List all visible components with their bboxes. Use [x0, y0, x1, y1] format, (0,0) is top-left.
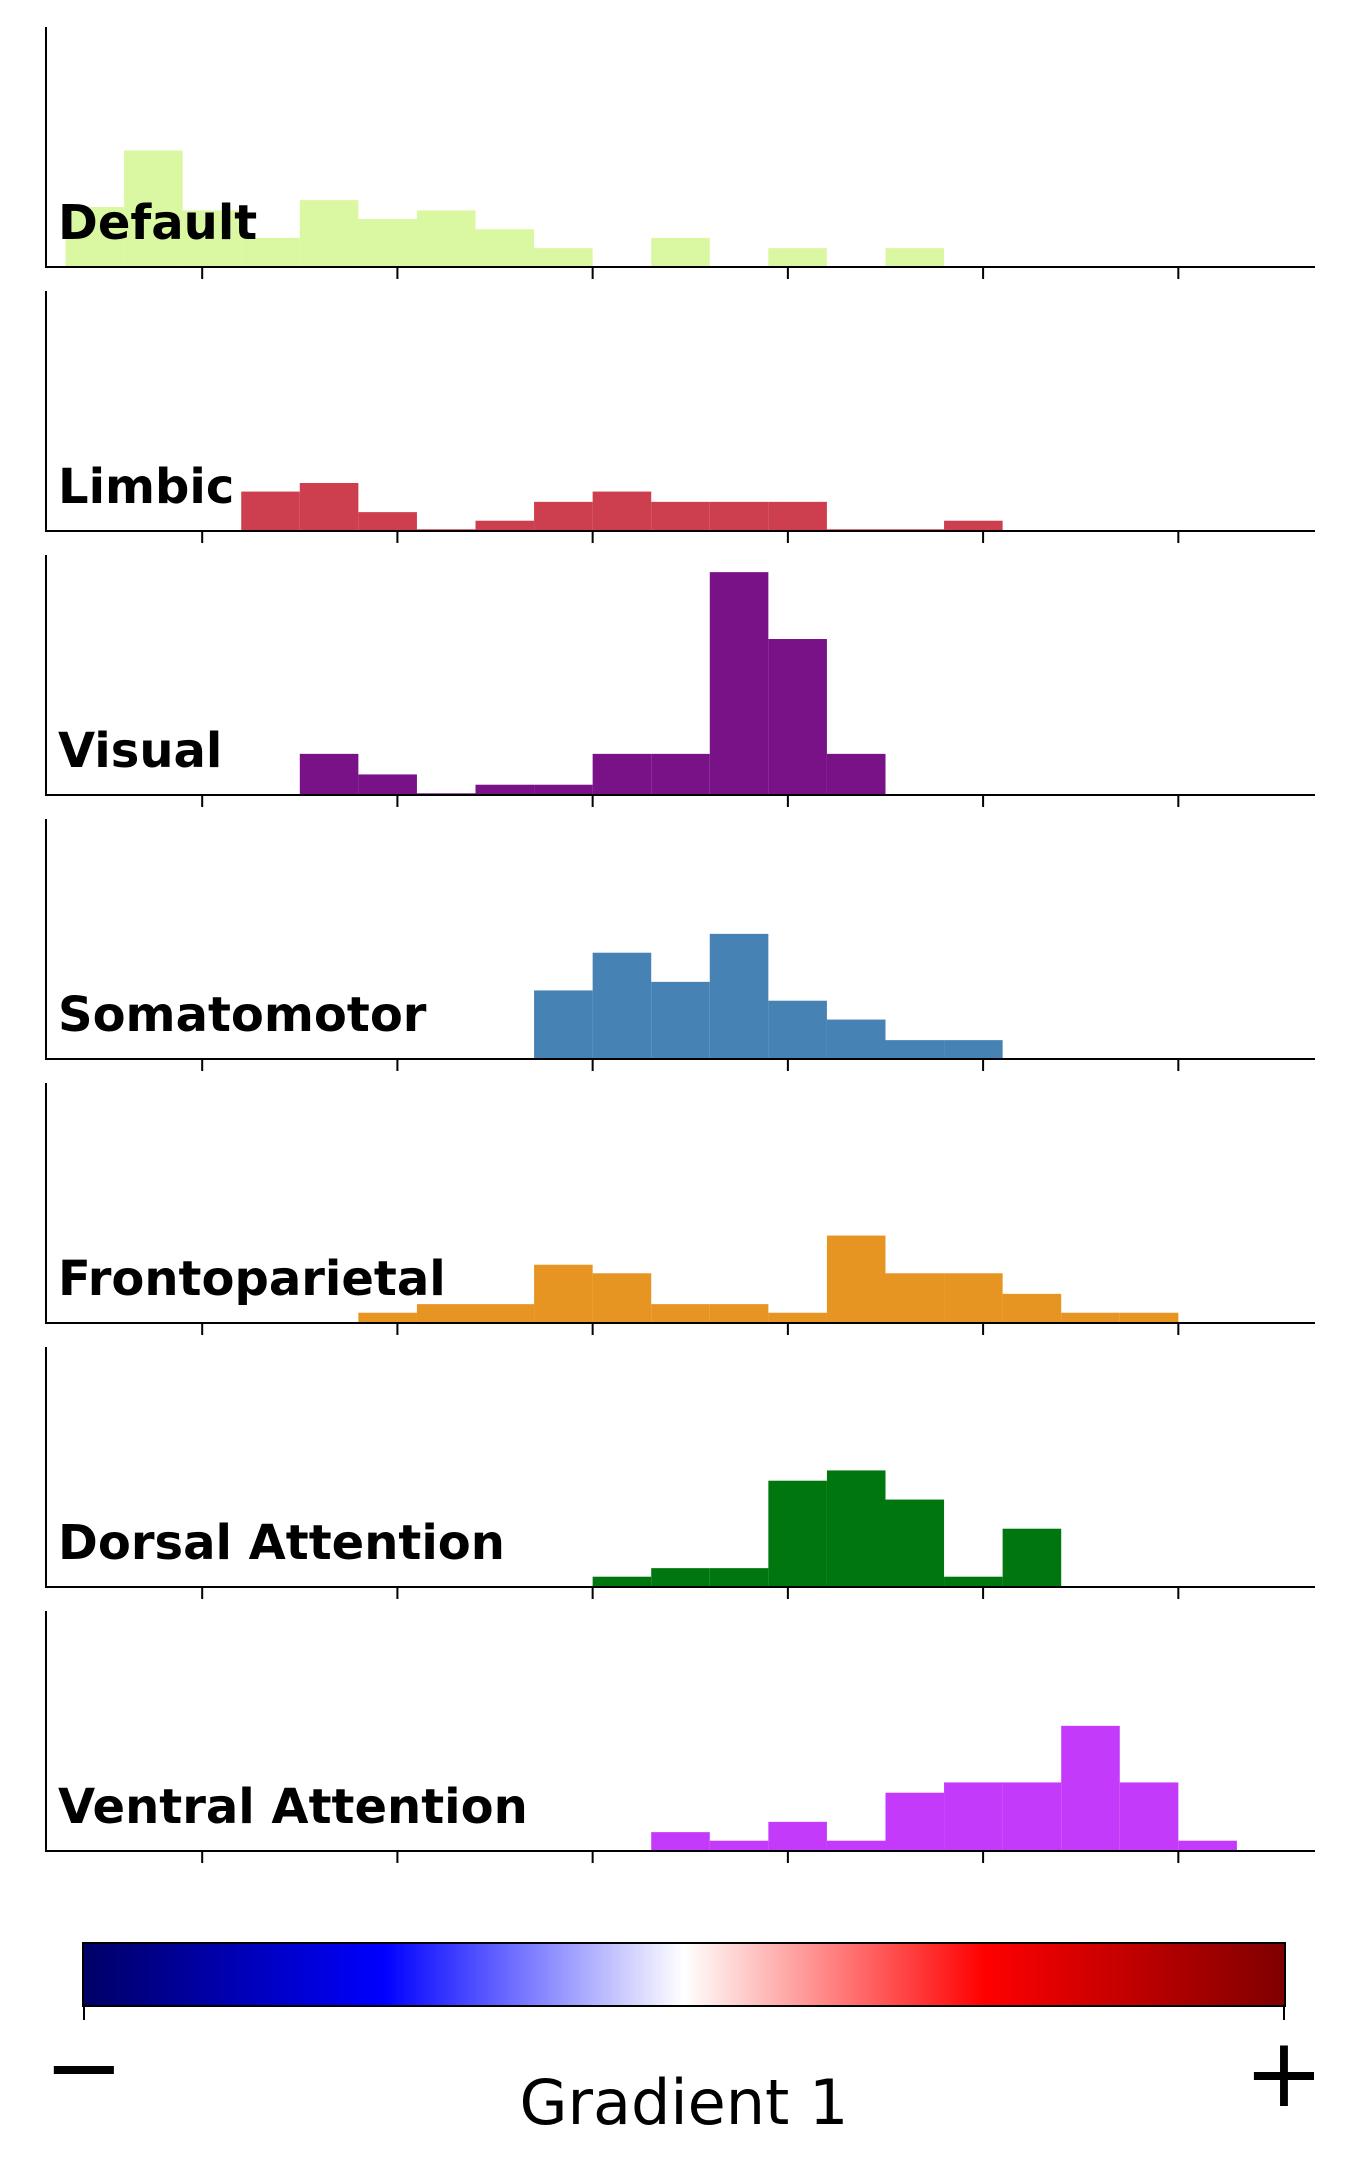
- panel-default: Default: [45, 27, 1315, 279]
- histogram-bar: [416, 210, 476, 267]
- histogram-bar: [1061, 1312, 1120, 1323]
- histogram-bar: [709, 1304, 769, 1323]
- histogram-bar: [651, 501, 710, 531]
- panel-visual: Visual: [45, 555, 1315, 807]
- network-label: Ventral Attention: [58, 1779, 528, 1835]
- panel-limbic: Limbic: [45, 291, 1315, 543]
- histogram-bar: [299, 483, 359, 531]
- histogram-bar: [1178, 1840, 1237, 1851]
- histogram-bar: [1119, 1782, 1179, 1851]
- colorbar: [82, 1942, 1286, 2007]
- histogram-bar: [358, 219, 417, 267]
- histogram-bar: [475, 229, 535, 267]
- histogram-bar: [651, 1568, 710, 1587]
- histogram-bar: [768, 1000, 827, 1059]
- panel-ventral-attention: Ventral Attention: [45, 1611, 1315, 1863]
- histogram-bar: [182, 210, 242, 267]
- histogram-bar: [534, 248, 593, 267]
- histogram-bar: [768, 501, 827, 531]
- histogram-bar: [651, 753, 710, 795]
- panel-dorsal-attention: Dorsal Attention: [45, 1347, 1315, 1599]
- histogram-bar: [826, 1840, 886, 1851]
- histogram-bar: [885, 1273, 945, 1323]
- x-axis-label: Gradient 1: [519, 2066, 848, 2139]
- histogram-bar: [1119, 1312, 1179, 1323]
- histogram-bar: [944, 1782, 1003, 1851]
- histogram-bar: [651, 981, 710, 1059]
- histogram-bar: [709, 1568, 769, 1587]
- histogram-bar: [944, 1040, 1003, 1059]
- histogram-bar: [1002, 1782, 1062, 1851]
- histogram-bar: [534, 990, 593, 1059]
- histogram-bar: [358, 1312, 417, 1323]
- histogram-bar: [124, 150, 183, 267]
- histogram-bar: [651, 1304, 710, 1323]
- histogram-bar: [651, 237, 710, 267]
- histogram-bar: [1002, 1293, 1062, 1323]
- histogram-bar: [944, 520, 1003, 531]
- histogram-bar: [241, 237, 300, 267]
- colorbar-min-label: −: [44, 2011, 124, 2123]
- network-label: Somatomotor: [58, 987, 427, 1043]
- histogram-bar: [475, 520, 535, 531]
- histogram-bar: [358, 774, 417, 795]
- histogram-bar: [241, 491, 300, 531]
- panel-somatomotor: Somatomotor: [45, 819, 1315, 1071]
- histogram-bar: [299, 200, 359, 267]
- histogram-bar: [885, 1792, 945, 1851]
- histogram-bar: [299, 753, 359, 795]
- histogram-bar: [768, 1312, 827, 1323]
- histogram-bar: [592, 753, 652, 795]
- histogram-bar: [358, 512, 417, 531]
- histogram-bar: [592, 1273, 652, 1323]
- histogram-bar: [592, 952, 652, 1059]
- histogram-bar: [768, 1821, 827, 1851]
- histogram-bar: [768, 1480, 827, 1587]
- histogram-bar: [416, 1304, 476, 1323]
- histogram-bar: [826, 1019, 886, 1059]
- histogram-bar: [592, 1576, 652, 1587]
- network-label: Dorsal Attention: [58, 1515, 505, 1571]
- histogram-bar: [475, 784, 535, 795]
- histogram-bar: [885, 248, 945, 267]
- histogram-bar: [534, 501, 593, 531]
- histogram-bar: [65, 207, 125, 267]
- panel-frontoparietal: Frontoparietal: [45, 1083, 1315, 1335]
- histogram-bar: [885, 1499, 945, 1587]
- histogram-bar: [826, 1470, 886, 1587]
- histogram-bar: [768, 639, 827, 795]
- histogram-bar: [651, 1832, 710, 1851]
- network-label: Frontoparietal: [58, 1251, 446, 1307]
- histogram-bar: [768, 248, 827, 267]
- histogram-bar: [826, 753, 886, 795]
- histogram-bar: [475, 1304, 535, 1323]
- histogram-bar: [592, 491, 652, 531]
- network-label: Default: [58, 195, 257, 251]
- histogram-bar: [709, 933, 769, 1059]
- network-label: Limbic: [58, 459, 234, 515]
- histogram-bar: [709, 572, 769, 795]
- histogram-bar: [885, 1040, 945, 1059]
- histogram-bar: [709, 1840, 769, 1851]
- histogram-bar: [1002, 1528, 1062, 1587]
- histogram-bar: [534, 1264, 593, 1323]
- histogram-bar: [534, 784, 593, 795]
- histogram-bar: [709, 501, 769, 531]
- network-label: Visual: [58, 723, 222, 779]
- colorbar-max-label: +: [1244, 2017, 1324, 2129]
- histogram-bar: [826, 1235, 886, 1323]
- histogram-bar: [1061, 1725, 1120, 1851]
- histogram-bar: [944, 1576, 1003, 1587]
- histogram-bar: [944, 1273, 1003, 1323]
